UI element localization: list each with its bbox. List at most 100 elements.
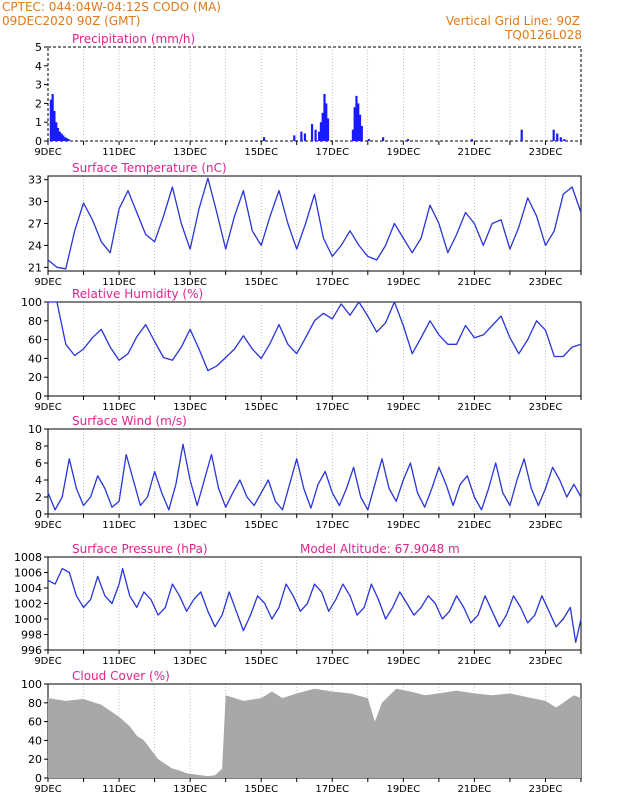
header: CPTEC: 044:04W-04:12S CODO (MA) 09DEC202… [0,0,618,45]
precip-bar [323,94,326,141]
x-tick-label: 9DEC [34,402,61,413]
panel-4 [44,556,582,654]
precip-bar [56,127,60,141]
panel-title: Surface Temperature (nC) [72,161,227,175]
precip-bar [49,99,52,141]
precip-bar [60,133,63,141]
y-tick-label: 998 [21,629,42,642]
x-tick-label: 13DEC [173,402,207,413]
x-tick-label: 19DEC [386,656,420,667]
precip-bar [520,129,523,141]
precip-bar [51,94,54,141]
x-tick-label: 11DEC [102,520,136,531]
x-tick-label: 13DEC [173,147,207,158]
y-tick-label: 20 [28,371,42,384]
y-tick-label: 4 [35,60,42,73]
x-tick-label: 11DEC [102,277,136,288]
x-tick-label: 23DEC [529,277,563,288]
x-tick-label: 15DEC [244,784,278,795]
x-tick-label: 9DEC [34,147,61,158]
panel-5 [44,683,582,782]
precip-bar [55,122,58,141]
precip-bar [62,135,65,141]
x-tick-label: 17DEC [315,402,349,413]
precip-bar [319,122,323,141]
y-tick-label: 2 [35,97,42,110]
y-tick-label: 6 [35,457,42,470]
panel-annotation: Model Altitude: 67.9048 m [300,542,460,556]
x-tick-label: 17DEC [315,784,349,795]
x-tick-label: 17DEC [315,520,349,531]
y-tick-label: 1006 [14,567,42,580]
x-tick-label: 21DEC [458,520,492,531]
series-line [47,567,582,643]
panel-title: Cloud Cover (%) [72,669,170,683]
x-tick-label: 9DEC [34,520,61,531]
y-tick-label: 0 [35,390,42,403]
y-tick-label: 60 [28,716,42,729]
y-tick-label: 8 [35,440,42,453]
y-tick-label: 60 [28,334,42,347]
x-tick-label: 23DEC [529,147,563,158]
x-tick-label: 21DEC [458,784,492,795]
x-tick-label: 17DEC [315,147,349,158]
x-tick-label: 23DEC [529,520,563,531]
precip-bar [367,139,370,141]
precip-bar [353,107,356,141]
x-tick-label: 11DEC [102,147,136,158]
y-tick-label: 80 [28,697,42,710]
panel-2 [44,301,582,400]
precip-bar [357,103,360,141]
y-tick-label: 10 [28,423,42,436]
series-line [47,443,582,511]
precip-bar [53,110,56,141]
panel-title: Precipitation (mm/h) [72,32,195,46]
precip-bar [325,103,328,141]
y-tick-label: 33 [28,174,42,187]
x-tick-label: 15DEC [244,520,278,531]
panel-title: Surface Wind (m/s) [72,414,187,428]
y-tick-label: 4 [35,474,42,487]
x-tick-label: 13DEC [173,277,207,288]
precip-bar [293,135,296,141]
x-tick-label: 15DEC [244,277,278,288]
x-tick-label: 23DEC [529,656,563,667]
series-line [47,177,582,270]
x-tick-label: 21DEC [458,402,492,413]
y-tick-label: 2 [35,491,42,504]
header-grid-line: Vertical Grid Line: 90Z [445,14,580,28]
precip-bar [262,137,266,141]
y-tick-label: 20 [28,753,42,766]
x-tick-label: 21DEC [458,147,492,158]
precip-bar [58,131,61,141]
x-tick-label: 19DEC [386,520,420,531]
precip-bar [406,139,410,141]
cloud-area [48,688,581,778]
x-tick-label: 13DEC [173,520,207,531]
y-tick-label: 1000 [14,613,42,626]
precip-bar [321,112,324,141]
y-tick-label: 100 [21,678,42,691]
plot-frame [47,46,582,142]
y-tick-label: 0 [35,772,42,785]
y-tick-label: 40 [28,352,42,365]
precip-bar [310,124,314,141]
precip-bar [318,131,321,141]
panel-3 [44,428,582,518]
plot-frame [47,301,582,397]
precip-bar [355,95,358,141]
y-tick-label: 30 [28,196,42,209]
precip-bar [67,139,70,141]
y-tick-label: 80 [28,315,42,328]
precip-bar [552,129,555,141]
precip-bar [326,118,330,141]
y-tick-label: 27 [28,218,42,231]
x-tick-label: 21DEC [458,656,492,667]
precip-bar [360,125,363,141]
header-location: CPTEC: 044:04W-04:12S CODO (MA) [2,0,221,14]
y-tick-label: 24 [28,239,42,252]
y-tick-label: 1002 [14,598,42,611]
x-tick-label: 19DEC [386,147,420,158]
precip-bar [314,129,317,141]
x-tick-label: 19DEC [386,402,420,413]
